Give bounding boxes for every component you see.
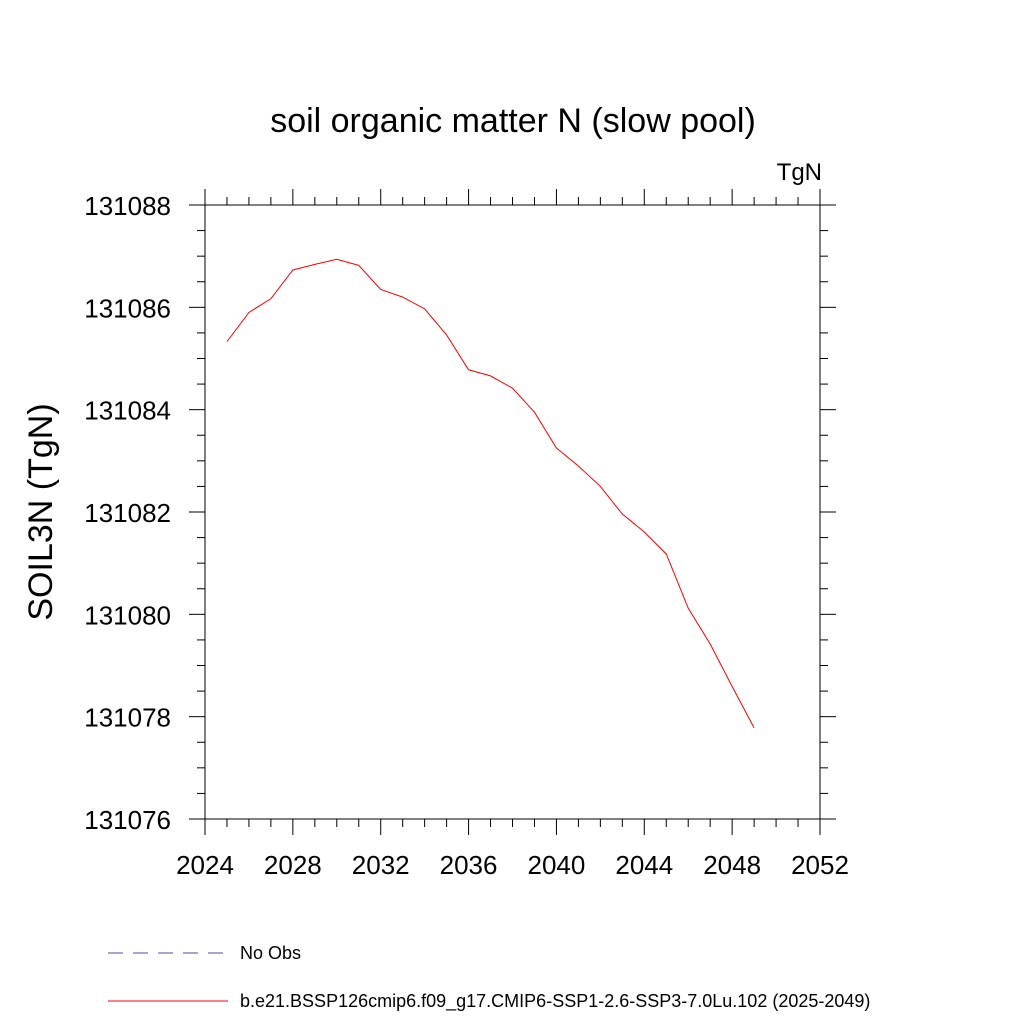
units-label: TgN bbox=[777, 159, 822, 186]
x-tick-label: 2044 bbox=[615, 850, 673, 880]
x-tick-label: 2048 bbox=[703, 850, 761, 880]
legend-entry: No Obs bbox=[240, 943, 301, 963]
axis-ticks bbox=[189, 189, 836, 835]
y-tick-label: 131086 bbox=[84, 293, 171, 323]
x-tick-label: 2028 bbox=[264, 850, 322, 880]
y-tick-label: 131076 bbox=[84, 805, 171, 835]
legend: No Obs b.e21.BSSP126cmip6.f09_g17.CMIP6-S… bbox=[108, 943, 870, 1012]
x-tick-label: 2032 bbox=[352, 850, 410, 880]
series-layer bbox=[226, 258, 755, 729]
legend-entry: b.e21.BSSP126cmip6.f09_g17.CMIP6-SSP1-2.… bbox=[240, 991, 870, 1012]
y-axis-label: SOIL3N (TgN) bbox=[22, 403, 60, 620]
x-tick-label: 2024 bbox=[176, 850, 234, 880]
y-tick-label: 131084 bbox=[84, 396, 171, 426]
tick-labels: 2024 2028 2032 2036 2040 2044 2048 2052 131076 13… bbox=[84, 191, 849, 880]
y-tick-label: 131080 bbox=[84, 600, 171, 630]
x-tick-label: 2036 bbox=[440, 850, 498, 880]
plot-frame bbox=[204, 204, 821, 820]
x-tick-label: 2040 bbox=[528, 850, 586, 880]
chart-title: soil organic matter N (slow pool) bbox=[270, 102, 756, 140]
y-tick-label: 131078 bbox=[84, 703, 171, 733]
series-line bbox=[226, 258, 755, 729]
y-tick-label: 131082 bbox=[84, 498, 171, 528]
y-tick-label: 131088 bbox=[84, 191, 171, 221]
x-tick-label: 2052 bbox=[791, 850, 849, 880]
